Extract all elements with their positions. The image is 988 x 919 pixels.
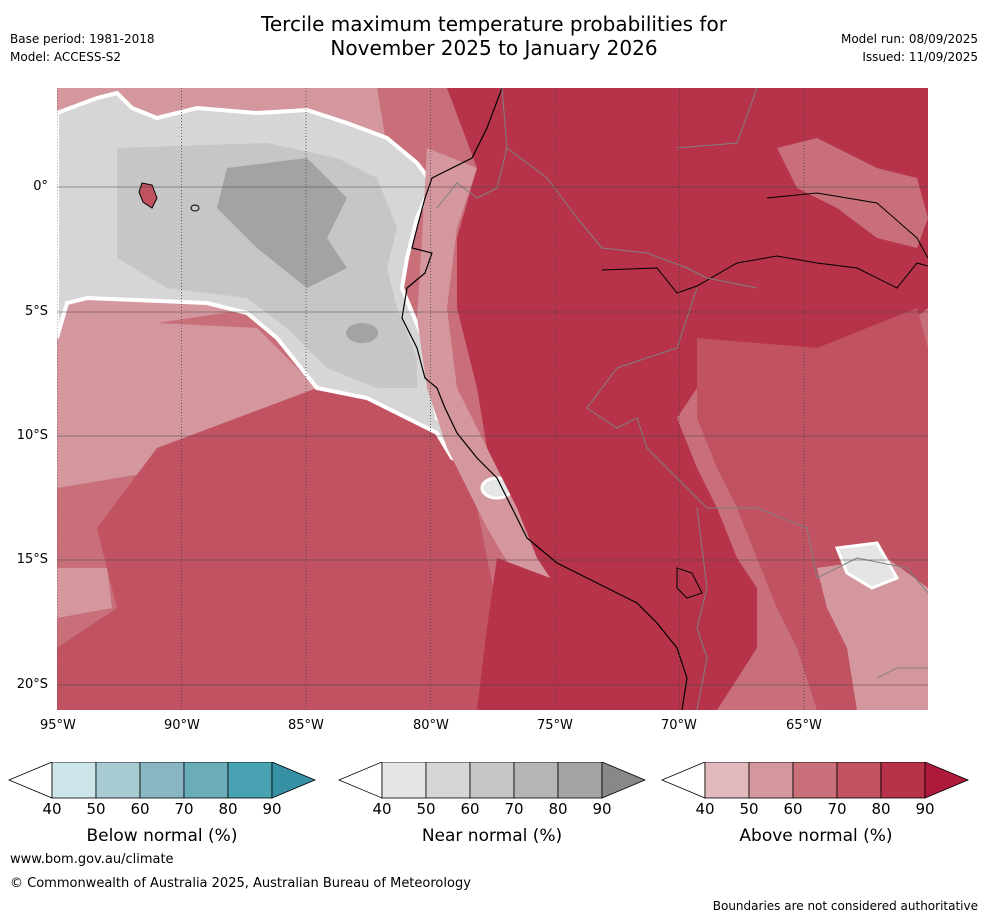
colorbar-segment [183,762,229,799]
boundary-bolivia-chile [696,507,708,710]
lat-tick-20s: 20°S [16,677,48,692]
lon-tick-75w: 75°W [537,718,573,733]
colorbar-extend-high [601,762,647,799]
colorbar-extend-low [8,762,53,799]
colorbar-tick: 60 [460,800,480,818]
colorbar-tick: 50 [416,800,436,818]
colorbar-below-segments [8,762,317,799]
coastal-ocean-strong-region [477,558,667,710]
model-name: Model: ACCESS-S2 [10,50,122,64]
colorbar-tick: 80 [218,800,238,818]
lon-tick-65w: 65°W [786,718,822,733]
lon-tick-80w: 80°W [413,718,449,733]
colorbar-extend-low [338,762,383,799]
colorbar-tick: 70 [827,800,847,818]
colorbar-tick: 70 [174,800,194,818]
colorbar-segment [704,762,750,799]
colorbar-segment [557,762,603,799]
boundary-ecuador [436,147,508,209]
near-normal-60-70-core [217,158,347,288]
colorbar-near-normal [338,762,647,799]
lat-tick-5s: 5°S [24,304,48,319]
coastline [401,88,688,710]
colorbar-segment [139,762,185,799]
colorbar-tick: 50 [86,800,106,818]
colorbar-tick: 90 [262,800,282,818]
colorbar-segment [748,762,794,799]
colorbar-above-normal [661,762,970,799]
lon-tick-90w: 90°W [164,718,200,733]
land-above-normal-region [447,88,928,710]
chart-title: Tercile maximum temperature probabilitie… [0,12,988,60]
northern-river [766,192,928,259]
colorbar-tick: 40 [42,800,62,818]
colorbar-segment [51,762,97,799]
colorbar-tick: 80 [548,800,568,818]
lat-tick-15s: 15°S [16,552,48,567]
colorbar-segment [836,762,882,799]
lon-tick-85w: 85°W [288,718,324,733]
colorbar-tick: 80 [871,800,891,818]
east-near-normal-patch [834,541,900,590]
probability-map [57,88,928,710]
colorbar-near-segments [338,762,647,799]
metadata-left: Base period: 1981-2018 Model: ACCESS-S2 [10,30,155,66]
near-normal-patch [346,323,378,343]
lat-tick-0: 0° [33,179,48,194]
medium-red-region-south [57,388,497,710]
boundary-peru-brazil-bolivia [586,287,818,579]
latitude-gridlines [57,186,928,686]
model-run: Model run: 08/09/2025 [840,32,978,46]
boundary-bolivia-east [816,557,928,594]
website-link[interactable]: www.bom.gov.au/climate [10,852,174,867]
colorbar-tick: 70 [504,800,524,818]
colorbar-extend-high [924,762,970,799]
colorbar-segment [880,762,926,799]
light-pink-patch-sw [57,568,112,618]
colorbar-segment [227,762,273,799]
colorbar-segment [792,762,838,799]
colorbar-segment [381,762,427,799]
colorbar-extend-high [271,762,317,799]
colorbar-segment [513,762,559,799]
colorbar-tick: 40 [695,800,715,818]
colorbar-near-label: Near normal (%) [421,826,563,846]
colorbar-tick: 90 [915,800,935,818]
title-line-2: November 2025 to January 2026 [330,36,658,60]
issued-date: Issued: 11/09/2025 [862,50,978,64]
galapagos-islet [190,204,200,212]
colorbar-tick: 60 [130,800,150,818]
south-east-light-region [817,558,928,710]
boundary-paraguay [876,667,928,679]
lon-tick-70w: 70°W [661,718,697,733]
colorbar-tick: 90 [592,800,612,818]
colorbar-tick: 50 [739,800,759,818]
copyright-notice: © Commonwealth of Australia 2025, Austra… [10,876,471,891]
colorbar-segment [425,762,471,799]
colorbar-above-segments [661,762,970,799]
colorbar-segment [95,762,141,799]
boundary-colombia-brazil [676,88,758,149]
galapagos-island [138,182,158,209]
metadata-right: Model run: 08/09/2025 Issued: 11/09/2025 [841,30,978,66]
amazon-river [601,255,928,294]
colorbar-tick: 40 [372,800,392,818]
lake-titicaca [676,567,703,599]
lon-tick-95w: 95°W [40,718,76,733]
colorbar-above-label: Above normal (%) [739,826,893,846]
colorbar-below-normal [8,762,317,799]
lat-tick-10s: 10°S [16,428,48,443]
colorbar-extend-low [661,762,706,799]
title-line-1: Tercile maximum temperature probabilitie… [261,12,727,36]
north-east-patch [777,138,928,248]
base-period: Base period: 1981-2018 [10,32,155,46]
boundary-colombia-peru [501,88,758,289]
colorbar-segment [469,762,515,799]
colorbar-tick: 60 [783,800,803,818]
boundary-disclaimer: Boundaries are not considered authoritat… [712,899,978,913]
colorbar-below-label: Below normal (%) [86,826,238,846]
